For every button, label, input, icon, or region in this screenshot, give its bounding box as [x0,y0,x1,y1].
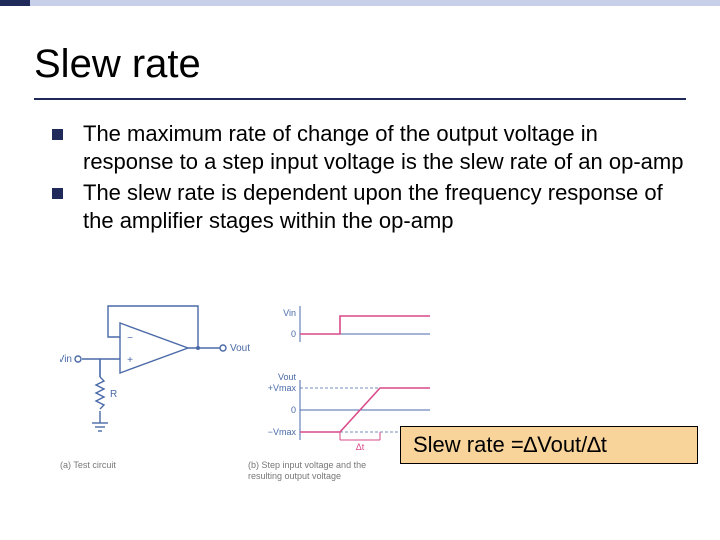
list-item: The maximum rate of change of the output… [52,120,686,175]
svg-text:0: 0 [291,329,296,339]
svg-text:Vin: Vin [283,308,296,318]
svg-text:+Vmax: +Vmax [268,383,297,393]
square-bullet-icon [52,129,63,140]
svg-text:Δt: Δt [356,442,365,452]
opamp-circuit: − + Vin Vout R [60,306,250,431]
slew-rate-figure: − + Vin Vout R Vin 0 Vout [60,288,430,478]
svg-text:0: 0 [291,405,296,415]
svg-text:Vin: Vin [60,354,72,365]
figure-caption-b: (b) Step input voltage and the resulting… [248,460,378,482]
step-input-graph: Vin 0 [283,306,430,342]
svg-text:−Vmax: −Vmax [268,427,297,437]
svg-text:Vout: Vout [278,372,297,382]
bullet-text: The slew rate is dependent upon the freq… [83,179,686,234]
svg-text:−: − [127,333,133,344]
accent-bar [0,0,720,6]
accent-dark [0,0,30,6]
slew-rate-formula: Slew rate =∆Vout/∆t [400,426,698,464]
svg-text:Vout: Vout [230,343,250,354]
bullet-list: The maximum rate of change of the output… [52,120,686,238]
slide-title: Slew rate [34,42,201,87]
formula-text: Slew rate =∆Vout/∆t [413,432,607,458]
title-underline [34,98,686,100]
square-bullet-icon [52,188,63,199]
accent-light [30,0,720,6]
svg-text:+: + [127,355,133,366]
svg-text:R: R [110,389,117,400]
bullet-text: The maximum rate of change of the output… [83,120,686,175]
list-item: The slew rate is dependent upon the freq… [52,179,686,234]
figure-caption-a: (a) Test circuit [60,460,116,470]
